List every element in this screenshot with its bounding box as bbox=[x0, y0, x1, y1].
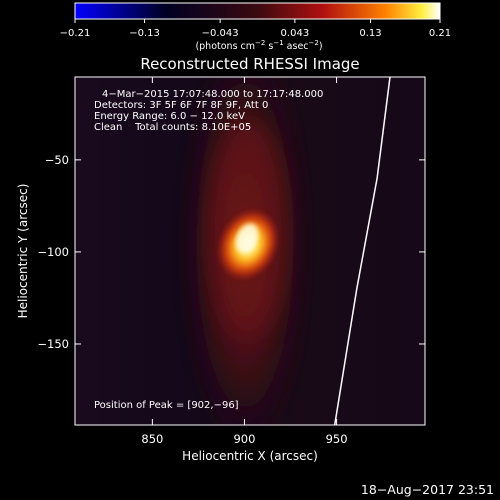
clean-counts-text: Clean Total counts: 8.10E+05 bbox=[94, 122, 251, 133]
colorbar bbox=[74, 2, 441, 20]
x-axis-label: Heliocentric X (arcsec) bbox=[182, 449, 318, 463]
y-tick-label: −150 bbox=[37, 337, 69, 351]
plot-frame bbox=[74, 76, 426, 426]
x-axis-ticks: 850 900 950 bbox=[141, 77, 348, 446]
colorbar-tick-label: −0.21 bbox=[60, 28, 91, 39]
footer-timestamp: 18−Aug−2017 23:51 bbox=[361, 482, 494, 497]
solar-limb-line bbox=[333, 77, 391, 425]
detectors-text: Detectors: 3F 5F 6F 7F 8F 9F, Att 0 bbox=[94, 100, 268, 111]
colorbar-tick-label: 0.043 bbox=[281, 28, 310, 39]
y-axis-ticks: −50 −100 −150 bbox=[37, 153, 425, 351]
x-tick-label: 950 bbox=[326, 432, 348, 446]
y-axis-label: Heliocentric Y (arcsec) bbox=[16, 184, 30, 319]
time-range-text: 4−Mar−2015 17:07:48.000 to 17:17:48.000 bbox=[102, 89, 323, 100]
chart-title: Reconstructed RHESSI Image bbox=[140, 55, 359, 73]
colorbar-unit-label: (photons cm−2 s−1 asec−2) bbox=[195, 39, 322, 52]
colorbar-tick-label: −0.13 bbox=[129, 28, 160, 39]
peak-position-text: Position of Peak = [902,−96] bbox=[94, 400, 239, 411]
y-tick-label: −100 bbox=[37, 245, 69, 259]
x-tick-label: 900 bbox=[233, 432, 255, 446]
x-tick-label: 850 bbox=[141, 432, 163, 446]
colorbar-tick-label: 0.13 bbox=[359, 28, 381, 39]
energy-range-text: Energy Range: 6.0 − 12.0 keV bbox=[94, 111, 245, 122]
colorbar-tick-label: 0.21 bbox=[429, 28, 451, 39]
colorbar-tick-label: −0.043 bbox=[202, 28, 239, 39]
colorbar-ticks: −0.21 −0.13 −0.043 0.043 0.13 0.21 bbox=[60, 19, 451, 39]
image-heatmap bbox=[75, 77, 425, 425]
y-tick-label: −50 bbox=[45, 153, 69, 167]
